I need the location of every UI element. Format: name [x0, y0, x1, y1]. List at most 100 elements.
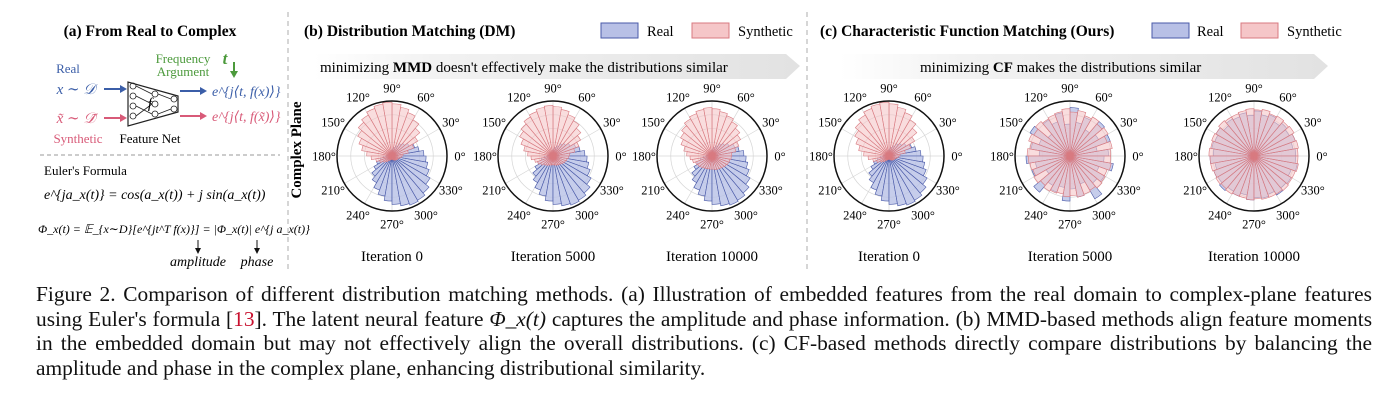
synthetic-bar: [680, 139, 713, 157]
figure: (a) From Real to Complex Real x ∼ 𝒟 x̃ ∼…: [38, 12, 1342, 270]
angle-label: 0°: [1132, 150, 1143, 164]
angle-label: 180°: [1174, 150, 1198, 164]
synthetic-bar: [545, 155, 554, 166]
angle-label: 60°: [737, 91, 755, 105]
real-bar: [888, 155, 928, 185]
iteration-label: Iteration 10000: [1208, 249, 1300, 265]
iteration-label: Iteration 0: [361, 249, 423, 265]
angle-label: 210°: [641, 184, 665, 198]
synthetic-bar: [1069, 155, 1112, 171]
angle-label: 60°: [1279, 91, 1297, 105]
real-label: Real: [56, 61, 80, 76]
synthetic-bar: [528, 111, 554, 157]
synthetic-bar: [1253, 109, 1271, 157]
synthetic-bar: [1026, 148, 1071, 157]
legend-synth-c: Synthetic: [1287, 24, 1342, 40]
synthetic-bar: [1049, 155, 1071, 194]
synthetic-bar: [523, 145, 554, 157]
synthetic-bar: [1253, 125, 1295, 157]
polar-outline: [833, 100, 945, 212]
freq-line2: Argument: [157, 64, 210, 79]
feature-net-icon: [127, 81, 179, 127]
angle-label: 330°: [936, 184, 960, 198]
angle-label: 30°: [762, 116, 780, 130]
freq-arrowhead: [230, 71, 238, 78]
synthetic-bar: [1043, 155, 1071, 192]
synthetic-bar: [683, 145, 713, 157]
angle-label: 30°: [1304, 116, 1322, 130]
synthetic-bar: [680, 132, 713, 157]
angle-label: 30°: [603, 116, 621, 130]
panel-c: (c) Characteristic Function Matching (Ou…: [820, 22, 1342, 79]
angle-label: 180°: [990, 150, 1014, 164]
polar-plot-1: 0° 30° 60° 90° 120°150° 180° 210°240° 270° 300°3…: [312, 82, 466, 266]
polar-outline: [497, 100, 609, 212]
freq-line1: Frequency: [156, 51, 211, 66]
angle-label: 90°: [383, 82, 401, 96]
angle-label: 240°: [1024, 208, 1048, 222]
amplitude-label: amplitude: [170, 255, 226, 270]
synthetic-bar: [1253, 155, 1299, 172]
synthetic-bar: [1253, 155, 1299, 164]
real-bar: [888, 155, 926, 169]
amplitude-arrowhead: [195, 248, 201, 254]
synthetic-bar: [1253, 155, 1289, 191]
real-output-arrowhead: [200, 87, 207, 95]
angle-label: 210°: [818, 184, 842, 198]
phase-arrowhead: [254, 248, 260, 254]
angle-label: 300°: [734, 208, 758, 222]
synthetic-bar: [1035, 121, 1071, 157]
citation-link[interactable]: 13: [233, 306, 255, 331]
angle-label: 210°: [1183, 184, 1207, 198]
synthetic-bar: [681, 125, 713, 157]
synthetic-bar: [854, 121, 890, 157]
real-bar: [888, 155, 927, 177]
angle-label: 300°: [1092, 208, 1116, 222]
polar-plot-6: 0° 30° 60° 90° 120°150° 180° 210°240° 270° 300°3…: [1174, 82, 1328, 266]
angle-label: 0°: [615, 150, 626, 164]
angle-label: 300°: [414, 208, 438, 222]
freq-t: t: [223, 49, 229, 68]
synthetic-bar: [1069, 127, 1109, 157]
panel-a-title: (a) From Real to Complex: [64, 23, 237, 40]
legend-synth-swatch-b: [691, 22, 730, 39]
synthetic-bar: [1069, 110, 1087, 157]
angle-label: 90°: [1061, 82, 1079, 96]
angle-label: 0°: [1316, 150, 1327, 164]
synthetic-bar: [702, 155, 713, 169]
figure-caption: Figure 2. Comparison of different distri…: [36, 282, 1373, 380]
angle-label: 0°: [454, 150, 465, 164]
banner-arrow-c: [840, 54, 1328, 79]
synthetic-bar: [855, 137, 890, 157]
synthetic-bar: [357, 121, 393, 157]
angle-label: 0°: [951, 150, 962, 164]
synthetic-bar: [1028, 133, 1071, 157]
legend-real-swatch-b: [600, 22, 639, 39]
angle-label: 270°: [380, 218, 404, 232]
synthetic-bar: [1047, 114, 1071, 157]
angle-label: 30°: [939, 116, 957, 130]
synthetic-bar: [863, 108, 890, 157]
angle-label: 210°: [999, 184, 1023, 198]
angle-label: 240°: [507, 208, 531, 222]
synthetic-bar: [549, 155, 554, 166]
phase-label: phase: [240, 255, 274, 270]
angle-label: 270°: [1058, 218, 1082, 232]
angle-label: 120°: [666, 91, 690, 105]
synthetic-bar: [1246, 155, 1255, 201]
polar-plot-3: 0° 30° 60° 90° 120°150° 180° 210°240° 270° 300°3…: [632, 82, 786, 266]
synthetic-bar: [1253, 115, 1285, 157]
angle-label: 150°: [321, 116, 345, 130]
angle-label: 240°: [1208, 208, 1232, 222]
synthetic-bar: [711, 155, 732, 160]
angle-label: 240°: [666, 208, 690, 222]
angle-label: 150°: [482, 116, 506, 130]
synthetic-bar: [391, 155, 402, 158]
synthetic-bar: [854, 130, 890, 157]
synthetic-bar: [366, 108, 393, 157]
real-input-arrowhead: [120, 85, 127, 93]
polar-outline: [1198, 100, 1310, 212]
synthetic-bar: [361, 114, 393, 157]
real-bar: [888, 155, 923, 201]
synthetic-bar: [1069, 155, 1091, 195]
